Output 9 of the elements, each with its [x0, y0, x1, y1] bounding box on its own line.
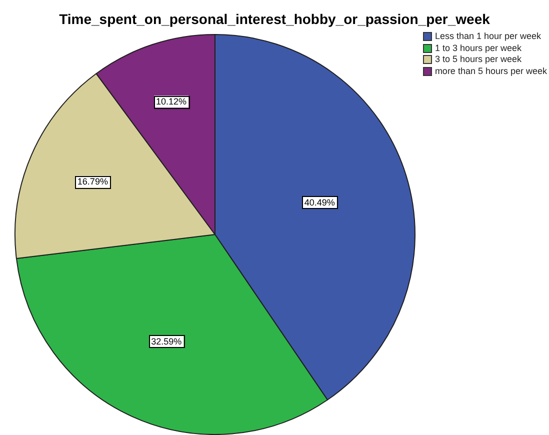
legend-label: 1 to 3 hours per week	[434, 42, 522, 54]
data-label: 16.79%	[77, 176, 108, 187]
legend-label: more than 5 hours per week	[434, 66, 547, 77]
chart-title: Time_spent_on_personal_interest_hobby_or_passion_per_week	[58, 10, 491, 28]
data-label: 32.59%	[151, 336, 182, 346]
legend-label: Less than 1 hour per week	[434, 31, 542, 42]
data-label: 10.12%	[156, 96, 187, 107]
data-label: 40.49%	[304, 197, 335, 208]
legend-label: 3 to 5 hours per week	[434, 54, 522, 66]
